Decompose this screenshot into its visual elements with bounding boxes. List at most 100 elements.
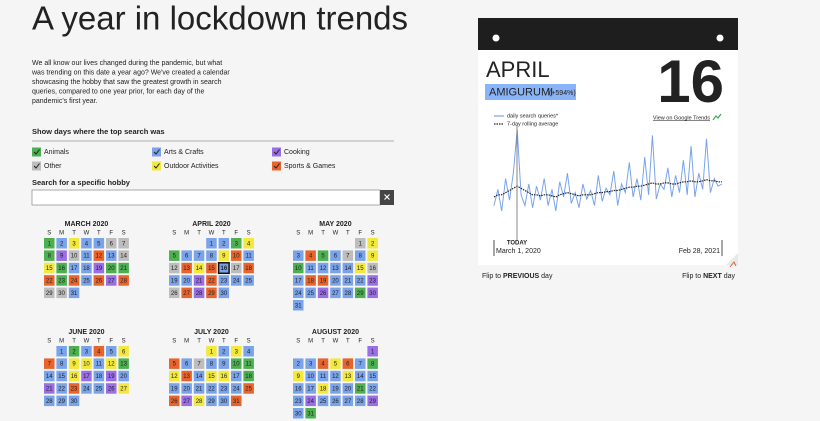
day-cell[interactable] — [118, 238, 129, 249]
day-cell[interactable] — [355, 275, 366, 286]
day-cell[interactable] — [206, 250, 217, 261]
day-cell[interactable] — [193, 395, 205, 407]
day-cell[interactable] — [305, 383, 316, 394]
day-cell[interactable] — [93, 262, 105, 274]
day-cell[interactable] — [68, 383, 80, 394]
day-cell[interactable] — [218, 275, 230, 286]
day-cell[interactable] — [293, 408, 304, 419]
day-cell[interactable] — [243, 370, 254, 382]
checkbox[interactable] — [272, 147, 281, 157]
day-cell[interactable] — [367, 287, 378, 299]
day-cell[interactable] — [44, 262, 55, 274]
day-cell[interactable] — [293, 300, 304, 311]
day-cell[interactable] — [342, 275, 354, 286]
day-cell[interactable] — [206, 346, 217, 357]
day-cell[interactable] — [56, 275, 67, 286]
day-cell[interactable] — [330, 275, 341, 286]
trends-link[interactable]: View on Google Trends — [653, 115, 710, 121]
day-cell[interactable] — [206, 395, 217, 407]
day-cell[interactable] — [118, 346, 129, 357]
day-cell[interactable] — [68, 238, 80, 249]
day-cell[interactable] — [367, 275, 378, 286]
day-cell[interactable] — [342, 262, 354, 274]
day-cell[interactable] — [293, 275, 304, 286]
day-cell[interactable] — [93, 346, 105, 357]
day-cell[interactable] — [367, 262, 378, 274]
day-cell[interactable] — [193, 262, 205, 274]
day-cell[interactable] — [81, 250, 92, 261]
day-cell[interactable] — [93, 383, 105, 394]
day-cell[interactable] — [218, 250, 230, 261]
day-cell[interactable] — [56, 358, 67, 369]
day-cell[interactable] — [305, 262, 316, 274]
day-cell[interactable] — [169, 287, 180, 299]
day-cell[interactable] — [342, 250, 354, 261]
day-cell[interactable] — [68, 395, 80, 407]
day-cell[interactable] — [305, 287, 316, 299]
day-cell[interactable] — [305, 275, 316, 286]
day-cell[interactable] — [243, 346, 254, 357]
day-cell[interactable] — [118, 358, 129, 369]
day-cell[interactable] — [218, 395, 230, 407]
day-cell[interactable] — [231, 275, 242, 286]
day-cell[interactable] — [243, 358, 254, 369]
day-cell[interactable] — [93, 370, 105, 382]
day-cell[interactable] — [342, 395, 354, 407]
day-cell[interactable] — [93, 275, 105, 286]
day-cell[interactable] — [330, 395, 341, 407]
day-cell[interactable] — [81, 358, 92, 369]
day-cell[interactable] — [231, 262, 242, 274]
day-cell[interactable] — [181, 395, 192, 407]
day-cell[interactable] — [68, 275, 80, 286]
day-cell[interactable] — [68, 346, 80, 357]
day-cell[interactable] — [169, 250, 180, 261]
day-cell[interactable] — [56, 395, 67, 407]
day-cell[interactable] — [169, 358, 180, 369]
day-cell[interactable] — [305, 358, 316, 369]
day-cell[interactable] — [218, 358, 230, 369]
day-cell[interactable] — [68, 287, 80, 299]
day-cell[interactable] — [81, 275, 92, 286]
day-cell[interactable] — [317, 383, 329, 394]
day-cell[interactable] — [206, 358, 217, 369]
day-cell[interactable] — [193, 370, 205, 382]
day-cell[interactable] — [181, 262, 192, 274]
day-cell[interactable] — [93, 250, 105, 261]
day-cell[interactable] — [330, 287, 341, 299]
day-cell[interactable] — [218, 238, 230, 249]
day-cell[interactable] — [217, 262, 230, 275]
day-cell[interactable] — [193, 383, 205, 394]
day-cell[interactable] — [231, 370, 242, 382]
day-cell[interactable] — [169, 395, 180, 407]
day-cell[interactable] — [317, 395, 329, 407]
day-cell[interactable] — [330, 250, 341, 261]
day-cell[interactable] — [44, 395, 55, 407]
day-cell[interactable] — [243, 383, 254, 394]
day-cell[interactable] — [317, 250, 329, 261]
day-cell[interactable] — [231, 358, 242, 369]
flip-icon[interactable] — [729, 261, 737, 268]
day-cell[interactable] — [118, 370, 129, 382]
checkbox[interactable] — [32, 147, 41, 157]
day-cell[interactable] — [305, 395, 316, 407]
day-cell[interactable] — [181, 370, 192, 382]
day-cell[interactable] — [118, 262, 129, 274]
day-cell[interactable] — [81, 238, 92, 249]
day-cell[interactable] — [106, 262, 117, 274]
day-cell[interactable] — [218, 383, 230, 394]
day-cell[interactable] — [181, 275, 192, 286]
day-cell[interactable] — [218, 287, 230, 299]
day-cell[interactable] — [44, 370, 55, 382]
day-cell[interactable] — [317, 370, 329, 382]
day-cell[interactable] — [44, 358, 55, 369]
day-cell[interactable] — [342, 358, 354, 369]
day-cell[interactable] — [342, 383, 354, 394]
day-cell[interactable] — [293, 370, 304, 382]
day-cell[interactable] — [106, 250, 117, 261]
day-cell[interactable] — [317, 275, 329, 286]
day-cell[interactable] — [367, 250, 378, 261]
search-input[interactable] — [31, 189, 381, 206]
day-cell[interactable] — [243, 250, 254, 261]
day-cell[interactable] — [355, 238, 366, 249]
day-cell[interactable] — [355, 395, 366, 407]
